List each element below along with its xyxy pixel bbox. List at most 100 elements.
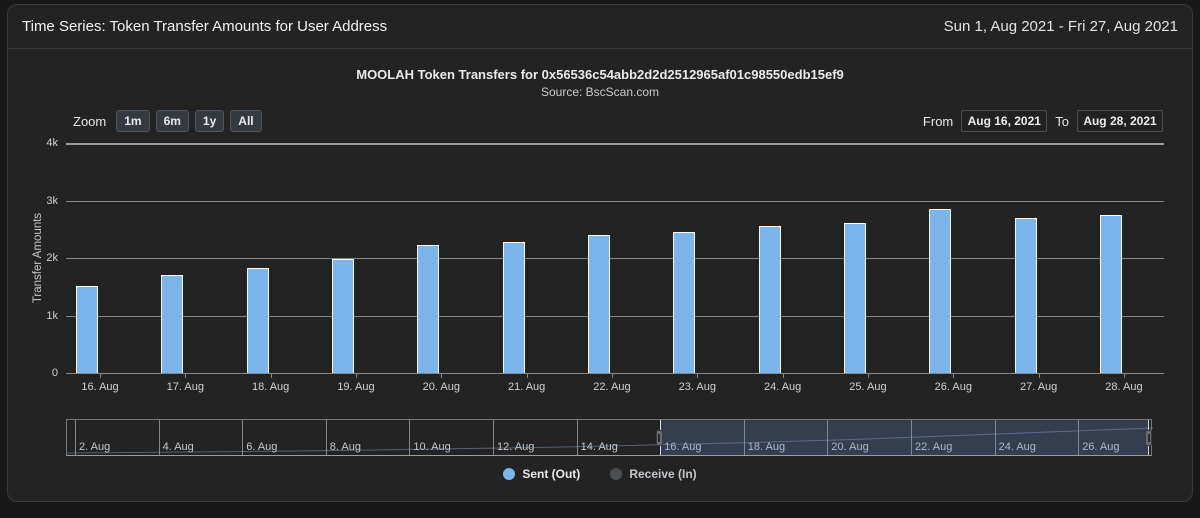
navigator-label: 14. Aug (580, 441, 618, 453)
x-tick-mark (782, 373, 784, 378)
x-tick-mark (611, 373, 613, 378)
y-tick-label: 4k (46, 137, 58, 149)
legend: Sent (Out) Receive (In) (8, 467, 1192, 481)
y-tick-label: 3k (46, 194, 58, 207)
legend-item-sent[interactable]: Sent (Out) (503, 467, 580, 481)
card-header: Time Series: Token Transfer Amounts for … (8, 5, 1192, 49)
navigator-handle-right[interactable] (1145, 429, 1152, 446)
navigator-tick (1078, 420, 1080, 455)
chart-subtitle: Source: BscScan.com (540, 85, 660, 99)
bar-23-aug[interactable] (673, 232, 696, 373)
bar-27-aug[interactable] (1014, 218, 1037, 373)
to-label: To (1055, 113, 1069, 129)
navigator-label: 26. Aug (1082, 441, 1120, 453)
navigator-label: 6. Aug (246, 441, 278, 453)
navigator-tick (827, 420, 829, 455)
x-tick-mark (1123, 373, 1125, 378)
x-tick-mark (270, 373, 272, 378)
bar-17-aug[interactable] (161, 275, 184, 373)
y-gridline (66, 373, 1164, 374)
navigator-tick (994, 420, 996, 455)
chart-title: MOOLAH Token Transfers for 0x56536c54abb… (356, 67, 844, 82)
navigator-label: 4. Aug (162, 441, 194, 453)
x-tick-label: 25. Aug (849, 381, 887, 393)
bar-16-aug[interactable] (76, 286, 98, 373)
navigator-series-preview (67, 427, 1153, 454)
navigator-tick (325, 420, 327, 455)
x-tick-mark (867, 373, 869, 378)
x-tick-mark (526, 373, 528, 378)
zoom-button-1m[interactable]: 1m (116, 110, 150, 132)
x-tick-label: 17. Aug (166, 381, 204, 393)
bar-26-aug[interactable] (929, 209, 952, 373)
x-tick-mark (100, 373, 101, 378)
navigator-tick (493, 420, 494, 455)
navigator-label: 2. Aug (79, 441, 111, 453)
x-tick-mark (697, 373, 699, 378)
navigator-selected-range[interactable] (659, 420, 1149, 455)
zoom-button-all[interactable]: All (230, 110, 262, 132)
bar-24-aug[interactable] (758, 226, 781, 373)
x-tick-label: 19. Aug (337, 381, 375, 393)
x-tick-label: 28. Aug (1105, 381, 1143, 393)
navigator-tick (242, 420, 244, 455)
x-tick-label: 27. Aug (1019, 381, 1058, 393)
x-tick-mark (1038, 373, 1040, 378)
bar-21-aug[interactable] (502, 242, 525, 373)
navigator-label: 16. Aug (664, 441, 702, 453)
x-tick-label: 26. Aug (934, 381, 972, 393)
navigator-tick (911, 420, 912, 455)
navigator-tick (409, 420, 411, 455)
x-tick-mark (185, 373, 187, 378)
y-tick-label: 0 (51, 367, 58, 379)
y-tick-label: 2k (46, 252, 58, 264)
bar-19-aug[interactable] (331, 258, 354, 373)
x-tick-label: 23. Aug (678, 381, 716, 393)
chart-area: MOOLAH Token Transfers for 0x56536c54abb… (8, 50, 1192, 501)
zoom-button-6m[interactable]: 6m (155, 110, 189, 132)
y-tick-label: 1k (46, 309, 58, 322)
plot-area: 4k 3k 2k 1k 0 16. Aug 17. Aug 18. Aug 19. Aug 20.… (46, 137, 1164, 393)
legend-item-receive[interactable]: Receive (In) (610, 467, 697, 481)
x-tick-label: 20. Aug (422, 381, 460, 393)
bar-22-aug[interactable] (587, 235, 610, 373)
navigator-label: 22. Aug (915, 441, 953, 453)
from-label: From (922, 113, 954, 129)
y-gridline (66, 258, 1164, 259)
x-tick-label: 16. Aug (81, 381, 119, 393)
receive-legend-label: Receive (In) (629, 467, 697, 481)
bar-20-aug[interactable] (417, 244, 440, 373)
x-tick-mark (953, 373, 955, 378)
navigator-label: 12. Aug (497, 441, 535, 453)
header-date-range: Sun 1, Aug 2021 - Fri 27, Aug 2021 (943, 18, 1178, 35)
navigator-tick (576, 420, 578, 455)
navigator-label: 10. Aug (413, 441, 451, 453)
x-tick-label: 22. Aug (593, 381, 631, 393)
navigator-label: 18. Aug (747, 441, 786, 453)
navigator-handle-left[interactable] (655, 429, 663, 446)
y-gridline (66, 315, 1164, 317)
range-selector: Zoom 1m 6m 1y All (73, 110, 262, 132)
x-tick-label: 18. Aug (251, 381, 290, 393)
receive-legend-marker (610, 468, 623, 480)
chart-card: Time Series: Token Transfer Amounts for … (7, 4, 1193, 502)
zoom-button-1y[interactable]: 1y (194, 110, 225, 132)
from-date-input[interactable]: Aug 16, 2021 (961, 110, 1048, 132)
navigator-label: 8. Aug (329, 441, 361, 453)
y-gridline (66, 143, 1164, 145)
page-title: Time Series: Token Transfer Amounts for … (22, 18, 388, 35)
y-gridline (66, 200, 1164, 202)
navigator-label: 20. Aug (831, 441, 869, 453)
bar-25-aug[interactable] (843, 222, 866, 373)
navigator-tick (75, 420, 76, 455)
x-tick-mark (441, 373, 443, 378)
sent-legend-marker (503, 468, 516, 480)
navigator[interactable]: 2. Aug 4. Aug 6. Aug 8. Aug 10. Aug 12. Aug 14… (66, 419, 1153, 456)
bar-18-aug[interactable] (246, 268, 269, 373)
navigator-tick (158, 420, 160, 455)
sent-legend-label: Sent (Out) (522, 467, 581, 481)
to-date-input[interactable]: Aug 28, 2021 (1077, 110, 1163, 132)
x-tick-label: 24. Aug (763, 381, 802, 393)
date-range-inputs: From Aug 16, 2021 To Aug 28, 2021 (923, 110, 1163, 132)
bar-28-aug[interactable] (1099, 214, 1122, 373)
